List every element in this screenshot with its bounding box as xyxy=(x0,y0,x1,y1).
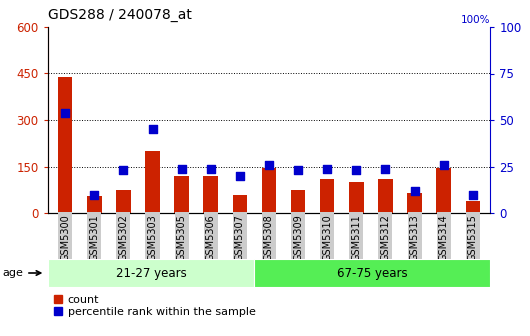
Bar xyxy=(465,201,480,213)
Text: 100%: 100% xyxy=(461,15,490,25)
Point xyxy=(264,162,273,168)
Point xyxy=(410,188,419,194)
Point xyxy=(61,110,69,115)
Bar xyxy=(204,176,218,213)
Text: GSM5306: GSM5306 xyxy=(206,214,216,261)
Point xyxy=(178,166,186,171)
Bar xyxy=(116,190,131,213)
Point xyxy=(381,166,390,171)
Point xyxy=(294,168,302,173)
Text: GSM5307: GSM5307 xyxy=(235,214,245,261)
Text: GSM5314: GSM5314 xyxy=(439,214,449,261)
Bar xyxy=(349,182,364,213)
Bar xyxy=(174,176,189,213)
Bar xyxy=(87,196,102,213)
Bar xyxy=(320,179,334,213)
Text: GSM5303: GSM5303 xyxy=(147,214,157,261)
Point xyxy=(236,173,244,179)
Text: 67-75 years: 67-75 years xyxy=(337,266,408,280)
Bar xyxy=(254,259,490,287)
Bar xyxy=(58,77,73,213)
Text: age: age xyxy=(2,268,41,278)
Bar xyxy=(262,168,276,213)
Text: GSM5300: GSM5300 xyxy=(60,214,70,261)
Bar xyxy=(233,195,247,213)
Bar xyxy=(291,190,305,213)
Bar xyxy=(407,193,422,213)
Text: GSM5310: GSM5310 xyxy=(322,214,332,261)
Point xyxy=(323,166,331,171)
Point xyxy=(119,168,128,173)
Text: GSM5301: GSM5301 xyxy=(89,214,99,261)
Text: GDS288 / 240078_at: GDS288 / 240078_at xyxy=(48,8,191,22)
Point xyxy=(439,162,448,168)
Legend: count, percentile rank within the sample: count, percentile rank within the sample xyxy=(53,295,255,317)
Text: GSM5313: GSM5313 xyxy=(410,214,420,261)
Bar xyxy=(436,168,451,213)
Text: 21-27 years: 21-27 years xyxy=(116,266,187,280)
Bar xyxy=(145,151,160,213)
Text: GSM5305: GSM5305 xyxy=(176,214,187,261)
Point xyxy=(469,192,477,198)
Text: GSM5311: GSM5311 xyxy=(351,214,361,261)
Text: GSM5308: GSM5308 xyxy=(264,214,274,261)
Bar xyxy=(48,259,254,287)
Point xyxy=(90,192,99,198)
Text: GSM5302: GSM5302 xyxy=(118,214,128,261)
Text: GSM5315: GSM5315 xyxy=(468,214,478,261)
Point xyxy=(207,166,215,171)
Point xyxy=(352,168,360,173)
Text: GSM5312: GSM5312 xyxy=(381,214,391,261)
Text: GSM5309: GSM5309 xyxy=(293,214,303,261)
Bar xyxy=(378,179,393,213)
Point xyxy=(148,127,157,132)
